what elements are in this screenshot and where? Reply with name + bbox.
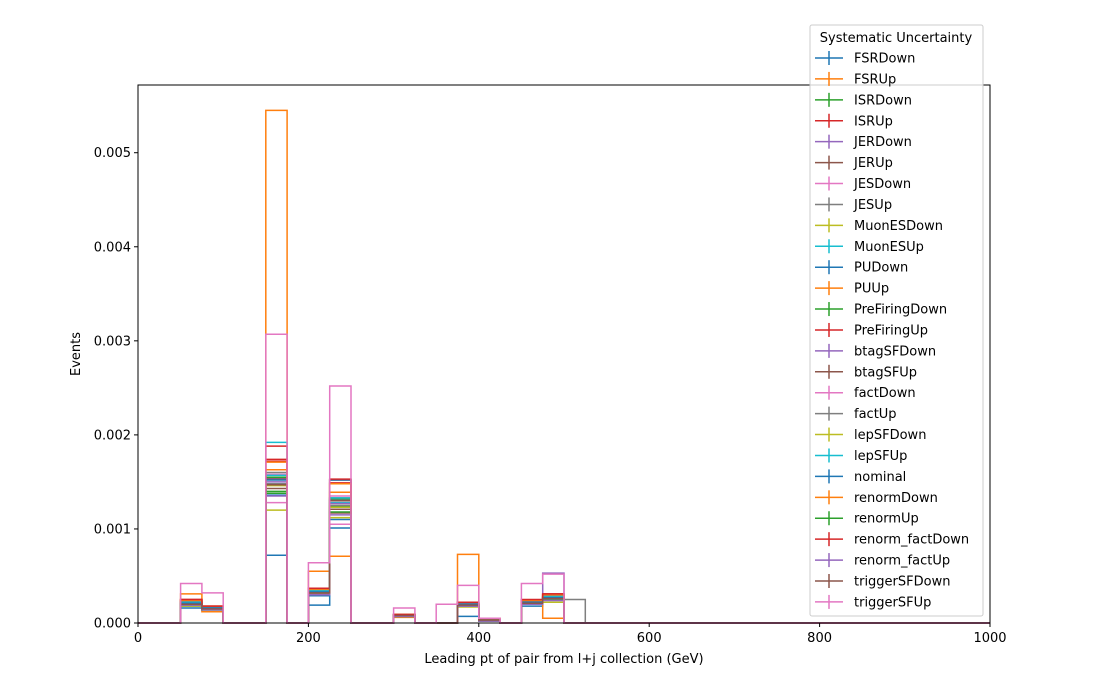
legend-label: triggerSFDown [854,575,950,590]
y-tick-label: 0.005 [94,146,131,161]
legend-entry: lepSFUp [815,448,907,464]
legend-entry: renorm_factDown [815,532,969,548]
legend-label: MuonESUp [854,240,924,255]
legend-entry: factUp [815,406,897,422]
y-tick-label: 0.003 [94,334,131,349]
axes-frame [137,84,991,624]
legend-entry: PUDown [815,260,908,276]
legend-entry: btagSFDown [815,343,936,359]
legend-entry: PreFiringDown [815,302,947,318]
legend-label: JERDown [853,135,912,150]
legend-entry: factDown [815,385,916,401]
legend-label: PreFiringDown [854,303,947,318]
legend-title: Systematic Uncertainty [820,31,973,46]
x-axis-ticks: 0 200 400 600 800 1000 [134,623,1007,646]
x-tick-label: 0 [134,631,142,646]
legend: Systematic Uncertainty FSRDown FSRUp ISRDo… [809,24,984,617]
legend-box [809,24,984,617]
legend-label: JERUp [853,156,893,171]
legend-entry: btagSFUp [815,364,917,380]
legend-label: renorm_factDown [854,533,969,548]
legend-entry: renormUp [815,511,919,527]
legend-entry: JERUp [815,155,893,171]
legend-entry: PUUp [815,281,889,297]
legend-entry: MuonESDown [815,218,943,234]
legend-label: btagSFDown [854,344,936,359]
legend-label: lepSFUp [854,449,907,464]
legend-label: triggerSFUp [854,595,931,610]
legend-entry: JESDown [815,176,911,192]
legend-label: FSRDown [854,52,915,67]
legend-label: lepSFDown [854,428,926,443]
legend-label: nominal [854,470,906,485]
legend-entry: ISRDown [815,92,912,108]
x-tick-label: 200 [296,631,321,646]
y-tick-label: 0.004 [94,240,131,255]
legend-label: MuonESDown [854,219,943,234]
x-tick-label: 600 [637,631,662,646]
legend-entry: FSRUp [815,71,896,87]
legend-label: ISRDown [854,93,912,108]
legend-entry: PreFiringUp [815,322,928,338]
legend-label: PreFiringUp [854,323,928,338]
legend-label: PUDown [854,261,908,276]
y-axis-label: Events [69,332,84,376]
legend-label: renormUp [854,512,919,527]
x-tick-label: 400 [466,631,491,646]
legend-label: JESDown [853,177,911,192]
legend-entry: JERDown [815,134,912,150]
legend-entry: renorm_factUp [815,553,950,569]
legend-label: factUp [854,407,897,422]
x-tick-label: 800 [807,631,832,646]
legend-label: JESUp [853,198,892,213]
x-tick-label: 1000 [973,631,1006,646]
legend-label: FSRUp [854,72,896,87]
legend-entry: FSRDown [815,51,915,67]
y-tick-label: 0.001 [94,522,131,537]
legend-entry: MuonESUp [815,239,924,255]
legend-label: ISRUp [854,114,893,129]
legend-entry: ISRUp [815,113,893,129]
legend-entry: JESUp [815,197,892,213]
legend-label: btagSFUp [854,365,917,380]
y-axis-ticks: 0.000 0.001 0.002 0.003 0.004 0.005 [94,146,138,632]
legend-entry: renormDown [815,490,938,506]
legend-label: renorm_factUp [854,554,950,569]
y-tick-label: 0.000 [94,617,131,632]
legend-entry: lepSFDown [815,427,926,443]
legend-entry: triggerSFUp [815,594,931,610]
legend-label: PUUp [854,282,889,297]
plot-area [137,84,991,624]
legend-label: factDown [854,386,916,401]
legend-label: renormDown [854,491,938,506]
legend-entries: FSRDown FSRUp ISRDown ISRUp JERDown JERUp JESD… [815,51,969,610]
legend-entry: nominal [815,469,906,485]
x-axis-label: Leading pt of pair from l+j collection (… [424,652,703,667]
y-tick-label: 0.002 [94,428,131,443]
legend-entry: triggerSFDown [815,574,950,590]
